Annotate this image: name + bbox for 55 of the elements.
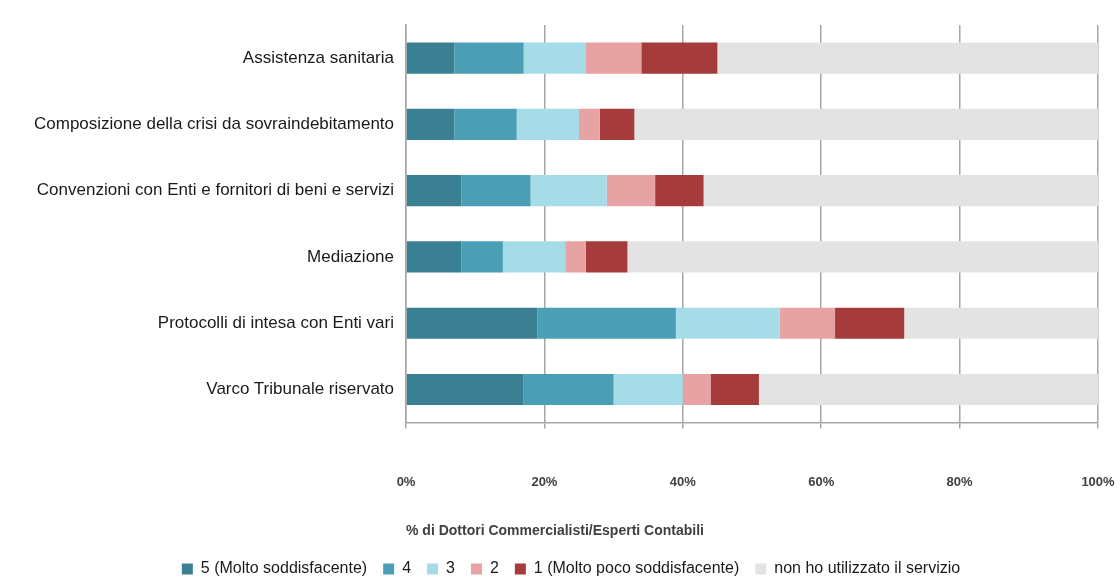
bar [579, 108, 600, 140]
bar [523, 373, 614, 406]
x-tick-label: 40% [669, 473, 697, 489]
bar [779, 307, 836, 339]
bar [703, 175, 1098, 207]
y-tick-label: Convenzioni con Enti e fornitori di beni e servizi [36, 180, 395, 200]
bar [406, 42, 455, 74]
bar [406, 307, 538, 339]
bar [565, 241, 586, 273]
bar [461, 241, 503, 273]
x-tick-label: 100% [1081, 473, 1116, 489]
bar [904, 307, 1098, 339]
bar [675, 307, 780, 339]
bar [606, 175, 656, 207]
bar [406, 241, 462, 273]
bar [758, 373, 1098, 406]
bar [406, 108, 455, 140]
y-tick-label: Mediazione [307, 246, 395, 266]
bar [655, 175, 704, 207]
bar [461, 175, 531, 207]
bar [835, 307, 905, 339]
x-tick-label: 0% [396, 473, 416, 489]
legend-label: non ho utilizzato il servizio [774, 559, 961, 577]
bar [406, 175, 462, 207]
x-tick-label: 60% [808, 473, 835, 489]
legend-label: 3 [446, 559, 456, 577]
bar [454, 42, 524, 74]
legend-label: 2 [489, 559, 499, 577]
bar [710, 373, 759, 406]
bar [537, 307, 676, 339]
bar [599, 108, 635, 140]
bar [717, 42, 1098, 74]
bar [406, 373, 524, 406]
bar [454, 108, 517, 140]
bar [502, 241, 566, 273]
x-axis-title: % di Dottori Commercialisti/Esperti Contabili [406, 522, 704, 539]
bar [627, 241, 1098, 273]
bar [641, 42, 718, 74]
bar [516, 108, 580, 140]
legend-label: 4 [402, 559, 412, 577]
bar [530, 175, 607, 207]
bar [523, 42, 586, 74]
y-tick-label: Varco Tribunale riservato [206, 379, 395, 399]
bar [613, 373, 683, 406]
bar [585, 42, 642, 74]
legend-label: 1 (Molto poco soddisfacente) [533, 559, 740, 577]
x-tick-label: 20% [531, 473, 558, 489]
bar [585, 241, 628, 273]
bar [634, 108, 1098, 140]
bar [682, 373, 711, 406]
legend-label: 5 (Molto soddisfacente) [200, 559, 368, 577]
y-tick-label: Composizione della crisi da sovraindebitamento [33, 114, 395, 134]
y-tick-label: Assistenza sanitaria [242, 47, 395, 67]
x-tick-label: 80% [946, 473, 974, 489]
y-tick-label: Protocolli di intesa con Enti vari [157, 312, 395, 332]
